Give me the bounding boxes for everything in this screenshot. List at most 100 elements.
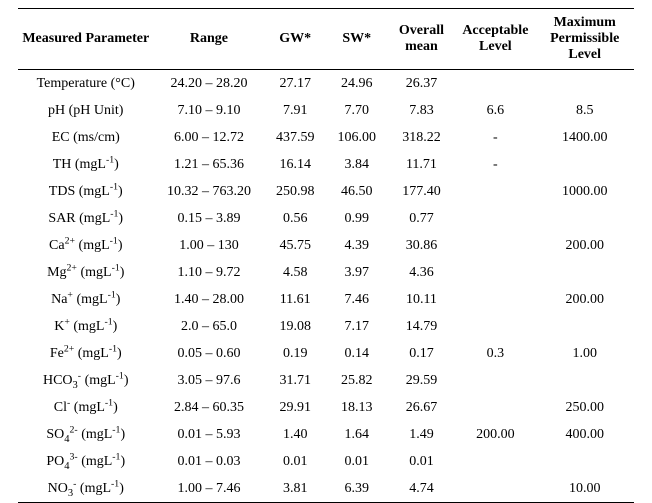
col-param: Measured Parameter	[18, 9, 154, 70]
table-row: NO3- (mgL-1)1.00 – 7.463.816.394.7410.00	[18, 475, 634, 503]
cell-mean: 0.01	[388, 448, 456, 475]
cell-acc	[455, 259, 535, 286]
table-row: TDS (mgL-1)10.32 – 763.20250.9846.50177.…	[18, 178, 634, 205]
cell-range: 0.01 – 0.03	[154, 448, 265, 475]
cell-gw: 0.56	[264, 205, 326, 232]
cell-sw: 7.70	[326, 97, 388, 124]
cell-max	[535, 205, 634, 232]
table-row: Cl- (mgL-1)2.84 – 60.3529.9118.1326.6725…	[18, 394, 634, 421]
cell-acc	[455, 205, 535, 232]
cell-gw: 437.59	[264, 124, 326, 151]
cell-mean: 14.79	[388, 313, 456, 340]
cell-range: 1.40 – 28.00	[154, 286, 265, 313]
cell-gw: 19.08	[264, 313, 326, 340]
cell-range: 1.10 – 9.72	[154, 259, 265, 286]
cell-sw: 3.97	[326, 259, 388, 286]
table-row: K+ (mgL-1)2.0 – 65.019.087.1714.79	[18, 313, 634, 340]
cell-param: NO3- (mgL-1)	[18, 475, 154, 503]
cell-gw: 0.01	[264, 448, 326, 475]
cell-gw: 31.71	[264, 367, 326, 394]
cell-param: Mg2+ (mgL-1)	[18, 259, 154, 286]
cell-range: 0.05 – 0.60	[154, 340, 265, 367]
cell-max: 1000.00	[535, 178, 634, 205]
cell-acc	[455, 232, 535, 259]
cell-max	[535, 313, 634, 340]
table-row: pH (pH Unit)7.10 – 9.107.917.707.836.68.…	[18, 97, 634, 124]
cell-param: Fe2+ (mgL-1)	[18, 340, 154, 367]
cell-param: Na+ (mgL-1)	[18, 286, 154, 313]
cell-param: Ca2+ (mgL-1)	[18, 232, 154, 259]
cell-range: 2.84 – 60.35	[154, 394, 265, 421]
cell-acc	[455, 475, 535, 503]
cell-mean: 0.17	[388, 340, 456, 367]
cell-gw: 7.91	[264, 97, 326, 124]
cell-sw: 4.39	[326, 232, 388, 259]
cell-sw: 0.01	[326, 448, 388, 475]
cell-acc	[455, 178, 535, 205]
cell-max: 1.00	[535, 340, 634, 367]
cell-mean: 10.11	[388, 286, 456, 313]
cell-acc: 0.3	[455, 340, 535, 367]
cell-param: TDS (mgL-1)	[18, 178, 154, 205]
cell-param: SAR (mgL-1)	[18, 205, 154, 232]
cell-acc	[455, 286, 535, 313]
cell-acc: -	[455, 151, 535, 178]
cell-mean: 11.71	[388, 151, 456, 178]
cell-gw: 27.17	[264, 70, 326, 98]
cell-gw: 45.75	[264, 232, 326, 259]
cell-mean: 29.59	[388, 367, 456, 394]
cell-acc	[455, 313, 535, 340]
cell-max: 400.00	[535, 421, 634, 448]
cell-max: 200.00	[535, 232, 634, 259]
cell-mean: 26.37	[388, 70, 456, 98]
table-row: EC (ms/cm)6.00 – 12.72437.59106.00318.22…	[18, 124, 634, 151]
cell-range: 6.00 – 12.72	[154, 124, 265, 151]
cell-mean: 7.83	[388, 97, 456, 124]
cell-gw: 1.40	[264, 421, 326, 448]
cell-gw: 16.14	[264, 151, 326, 178]
cell-param: SO42- (mgL-1)	[18, 421, 154, 448]
cell-mean: 30.86	[388, 232, 456, 259]
col-max: Maximum Permissible Level	[535, 9, 634, 70]
cell-range: 3.05 – 97.6	[154, 367, 265, 394]
cell-sw: 6.39	[326, 475, 388, 503]
table-row: Mg2+ (mgL-1)1.10 – 9.724.583.974.36	[18, 259, 634, 286]
cell-range: 24.20 – 28.20	[154, 70, 265, 98]
col-mean: Overall mean	[388, 9, 456, 70]
cell-param: TH (mgL-1)	[18, 151, 154, 178]
cell-sw: 1.64	[326, 421, 388, 448]
cell-sw: 7.17	[326, 313, 388, 340]
cell-param: K+ (mgL-1)	[18, 313, 154, 340]
cell-acc	[455, 70, 535, 98]
cell-param: Temperature (°C)	[18, 70, 154, 98]
cell-range: 0.01 – 5.93	[154, 421, 265, 448]
cell-acc	[455, 367, 535, 394]
cell-gw: 11.61	[264, 286, 326, 313]
cell-range: 2.0 – 65.0	[154, 313, 265, 340]
cell-gw: 4.58	[264, 259, 326, 286]
cell-gw: 250.98	[264, 178, 326, 205]
table-row: Fe2+ (mgL-1)0.05 – 0.600.190.140.170.31.…	[18, 340, 634, 367]
col-acc: Acceptable Level	[455, 9, 535, 70]
cell-param: PO43- (mgL-1)	[18, 448, 154, 475]
cell-mean: 177.40	[388, 178, 456, 205]
cell-range: 0.15 – 3.89	[154, 205, 265, 232]
cell-mean: 1.49	[388, 421, 456, 448]
cell-max: 1400.00	[535, 124, 634, 151]
table-row: Temperature (°C)24.20 – 28.2027.1724.962…	[18, 70, 634, 98]
cell-param: Cl- (mgL-1)	[18, 394, 154, 421]
cell-acc: -	[455, 124, 535, 151]
cell-mean: 4.74	[388, 475, 456, 503]
cell-acc	[455, 448, 535, 475]
cell-sw: 18.13	[326, 394, 388, 421]
cell-gw: 29.91	[264, 394, 326, 421]
cell-range: 1.21 – 65.36	[154, 151, 265, 178]
cell-param: HCO3- (mgL-1)	[18, 367, 154, 394]
table-row: PO43- (mgL-1)0.01 – 0.030.010.010.01	[18, 448, 634, 475]
table-row: Ca2+ (mgL-1)1.00 – 13045.754.3930.86 200.…	[18, 232, 634, 259]
cell-sw: 106.00	[326, 124, 388, 151]
cell-param: EC (ms/cm)	[18, 124, 154, 151]
cell-range: 1.00 – 130	[154, 232, 265, 259]
cell-sw: 46.50	[326, 178, 388, 205]
cell-mean: 26.67	[388, 394, 456, 421]
